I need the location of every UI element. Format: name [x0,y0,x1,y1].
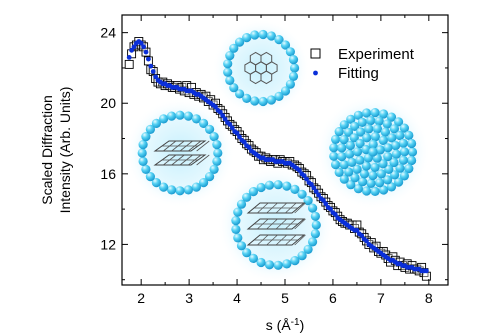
fitting-point [354,227,360,233]
y-axis-ticks: 12 16 20 24 [100,25,448,281]
x-tick-label: 5 [281,290,289,306]
fitting-point [332,212,338,217]
fitting-point [129,47,135,53]
x-tick-label: 8 [425,290,433,306]
inset-cluster-left [125,98,235,208]
fitting-point [148,63,154,69]
fitting-point [141,44,147,50]
fitting-point [146,56,151,62]
fitting-point [241,139,247,145]
fitting-point [229,125,235,131]
fitting-point [138,40,144,46]
fitting-point [220,113,226,118]
inset-cluster-top [212,19,310,117]
inset-illustrations [125,19,431,284]
x-axis-title: s (Å-1) [266,317,304,334]
y-axis-title-line1: Scaled Diffraction [39,95,55,204]
fitting-point [309,182,314,187]
fitting-point [246,145,252,150]
fitting-point [328,206,333,212]
fitting-point [316,192,321,198]
fitting-point [304,176,309,182]
y-tick-label: 12 [100,236,116,252]
x-tick-label: 3 [185,290,193,306]
y-tick-label: 24 [100,25,116,41]
fitting-point [359,233,365,239]
fitting-point [153,74,159,80]
x-tick-label: 2 [137,290,145,306]
experiment-point [124,59,134,69]
y-tick-label: 16 [100,166,116,182]
fitting-point [297,167,302,173]
fitting-point [301,173,307,179]
fitting-point [222,116,228,122]
inset-cluster-bottom [217,166,335,284]
fitting-point [143,49,149,55]
y-tick-label: 20 [100,95,116,111]
legend-experiment-label: Experiment [338,46,415,63]
x-axis-ticks: 2 3 4 5 6 7 8 [137,15,433,306]
fitting-point [234,130,240,136]
fitting-point [126,55,132,60]
fitting-point [321,197,326,203]
fitting-point [364,238,369,244]
fitting-point [227,122,233,127]
x-tick-label: 7 [377,290,385,306]
fitting-point [217,109,223,115]
legend: Experiment Fitting [310,46,415,82]
legend-experiment-marker [310,48,321,59]
fitting-point [313,189,319,194]
y-axis-title-line2: Intensity (Arb. Units) [57,87,73,214]
x-tick-label: 6 [329,290,337,306]
fitting-point [424,268,429,274]
legend-fitting-label: Fitting [338,65,379,82]
x-tick-label: 4 [233,290,241,306]
legend-fitting-marker [313,70,318,76]
fitting-point [311,185,317,191]
fitting-point [131,44,137,50]
fitting-point [150,69,156,74]
fitting-series [126,39,429,274]
fitting-point [323,201,329,207]
fitting-point [213,104,218,110]
inset-cluster-right [315,94,431,210]
fitting-point [237,134,242,140]
